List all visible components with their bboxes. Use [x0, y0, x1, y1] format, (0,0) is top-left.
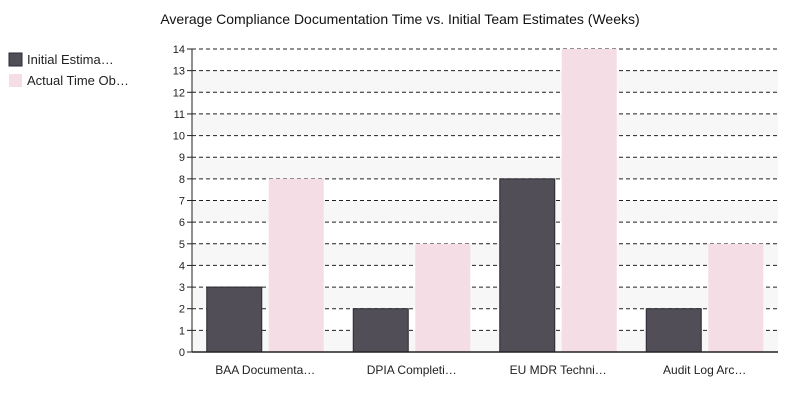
legend-label: Actual Time Ob… [27, 73, 129, 88]
bar [415, 243, 471, 352]
legend-swatch [8, 52, 23, 67]
plot-band [192, 113, 778, 136]
bar [561, 49, 617, 352]
y-tick-label: 5 [179, 239, 185, 251]
bar [645, 308, 702, 353]
y-tick-label: 11 [174, 109, 185, 121]
x-axis: BAA Documenta… DPIA Completi… EU MDR Techn… [192, 351, 778, 377]
bar [352, 308, 409, 353]
y-tick-label: 12 [173, 87, 185, 99]
plot-band [192, 200, 778, 223]
y-tick-label: 10 [173, 131, 185, 143]
chart-title: Average Compliance Documentation Time vs… [160, 11, 639, 27]
x-tick-label: EU MDR Techni… [510, 363, 607, 377]
y-tick-label: 7 [179, 196, 185, 208]
x-tick-label: Audit Log Arc… [663, 363, 746, 377]
y-tick-label: 6 [179, 217, 185, 229]
plot-band [192, 330, 778, 352]
x-tick-label: DPIA Completi… [367, 363, 457, 377]
y-tick-label: 14 [173, 44, 185, 56]
x-tick-label: BAA Documenta… [215, 363, 315, 377]
y-tick-label: 13 [173, 66, 185, 78]
bar [708, 243, 764, 352]
plot-band [192, 70, 778, 93]
legend-label: Initial Estima… [27, 52, 114, 67]
y-tick-label: 1 [179, 325, 185, 337]
plot-band [192, 287, 778, 309]
bar [499, 178, 556, 353]
plot-stripes [192, 70, 778, 352]
y-tick-label: 8 [179, 174, 185, 186]
y-tick-label: 3 [179, 282, 185, 294]
y-tick-label: 9 [179, 152, 185, 164]
legend-swatch [9, 74, 22, 87]
bar [206, 286, 263, 353]
y-tick-label: 0 [179, 347, 185, 359]
bar [268, 178, 324, 352]
plot-band [192, 243, 778, 266]
y-tick-label: 4 [179, 260, 185, 272]
bars [206, 49, 764, 353]
legend: Initial Estima… Actual Time Ob… [8, 52, 129, 88]
y-tick-label: 2 [179, 304, 185, 316]
plot-band [192, 157, 778, 179]
